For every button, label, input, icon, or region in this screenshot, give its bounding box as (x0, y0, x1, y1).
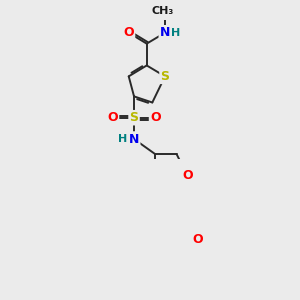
Text: S: S (160, 70, 169, 83)
Text: H: H (171, 28, 181, 38)
Text: O: O (107, 111, 118, 124)
Text: O: O (182, 169, 193, 182)
Text: O: O (193, 233, 203, 246)
Text: CH₃: CH₃ (152, 6, 174, 16)
Text: N: N (129, 133, 139, 146)
Text: O: O (123, 26, 134, 39)
Text: N: N (160, 26, 170, 39)
Text: S: S (130, 111, 139, 124)
Text: H: H (118, 134, 128, 145)
Text: O: O (150, 111, 161, 124)
